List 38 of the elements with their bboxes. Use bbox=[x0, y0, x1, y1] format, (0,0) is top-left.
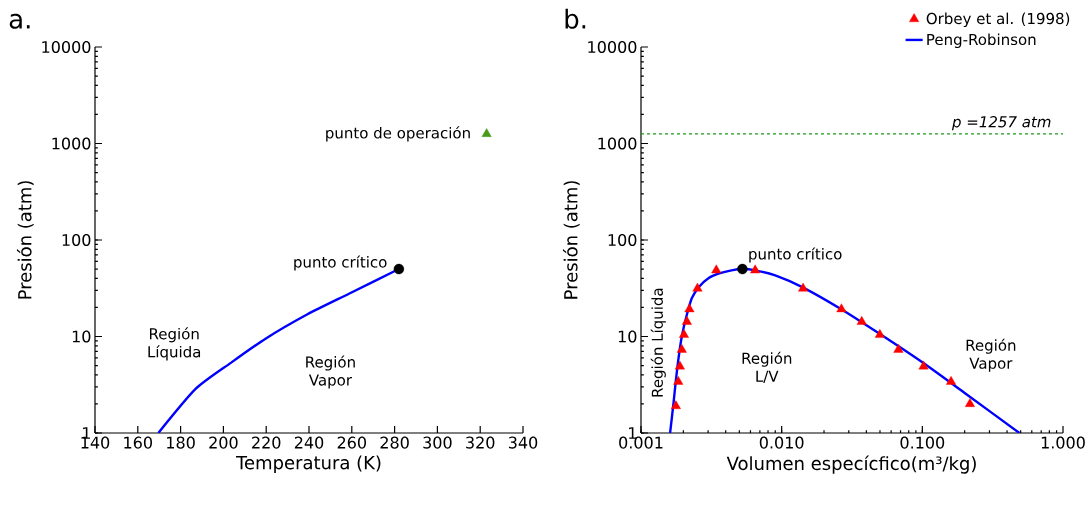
annotation: Región Vapor bbox=[306, 355, 355, 389]
y-tick-label: 100 bbox=[62, 233, 91, 247]
x-tick-label: 260 bbox=[337, 436, 366, 449]
y-tick-label: 10 bbox=[618, 330, 637, 343]
annotation: Región Vapor bbox=[966, 338, 1016, 372]
y-tick-label: 1000 bbox=[52, 137, 91, 150]
chart-title: b. bbox=[565, 8, 586, 29]
x-tick-label: 320 bbox=[466, 436, 495, 449]
legend-label: Peng-Robinson bbox=[927, 33, 1036, 48]
x-axis-title: Volumen especícfico(m³/kg) bbox=[726, 455, 976, 474]
x-tick-label: 0.010 bbox=[759, 436, 804, 449]
x-tick-label: 1.000 bbox=[1041, 436, 1085, 449]
x-tick-label: 0.100 bbox=[900, 436, 945, 449]
y-tick-label: 1000 bbox=[598, 137, 637, 150]
x-tick-label: 280 bbox=[380, 436, 409, 449]
x-tick-label: 200 bbox=[209, 436, 238, 449]
y-axis-title: Presión (atm) bbox=[16, 181, 34, 299]
y-tick-label: 100 bbox=[608, 233, 637, 247]
x-axis-title: Temperatura (K) bbox=[235, 455, 381, 473]
x-tick-label: 300 bbox=[423, 436, 452, 449]
x-tick-label: 240 bbox=[294, 436, 324, 449]
x-tick-label: 180 bbox=[167, 436, 195, 449]
chart-title: a. bbox=[9, 13, 30, 29]
annotation: punto de operación bbox=[326, 126, 470, 142]
legend-label: Orbey et al. (1998) bbox=[926, 12, 1070, 28]
y-tick-label: 10 bbox=[72, 330, 91, 343]
y-tick-label: 10000 bbox=[588, 40, 637, 54]
y-axis-title: Presión (atm) bbox=[562, 181, 580, 299]
ref-line-label: p =1257 atm bbox=[951, 116, 1051, 131]
annotation: Región L/V bbox=[742, 351, 792, 384]
annotation: punto crítico bbox=[294, 255, 387, 271]
annotation: punto crítico bbox=[749, 247, 842, 263]
x-tick-label: 340 bbox=[508, 436, 538, 449]
y-tick-label: 10000 bbox=[42, 40, 91, 54]
x-tick-label: 220 bbox=[252, 436, 281, 449]
annotation: Región Líquida bbox=[148, 327, 201, 361]
x-tick-label: 160 bbox=[124, 436, 152, 449]
annotation: Región Líquida bbox=[650, 288, 666, 397]
